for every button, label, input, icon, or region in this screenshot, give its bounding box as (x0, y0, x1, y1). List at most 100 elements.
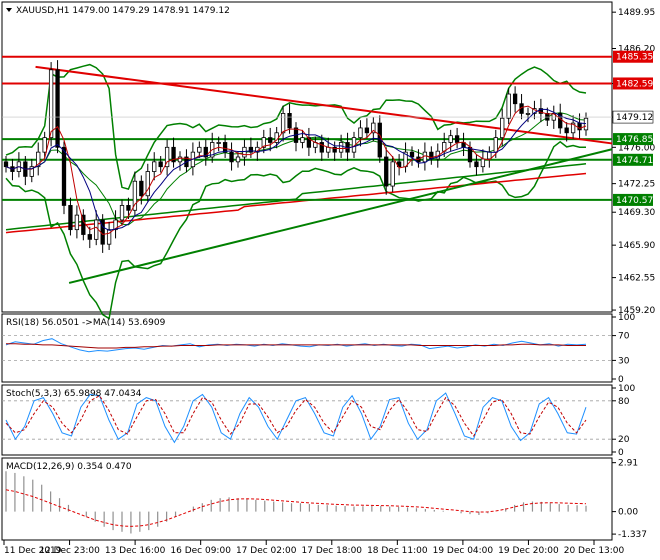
macd-tick-label: -1.337 (618, 530, 647, 540)
bollinger-upper-band (5, 63, 587, 191)
candle-bull (500, 117, 505, 139)
pane-border-3 (1, 457, 613, 541)
trendline-1 (68, 148, 613, 284)
candle-bear (384, 156, 389, 187)
candle-bull (493, 137, 498, 153)
candle-bull (106, 229, 112, 245)
candle-bear (81, 214, 86, 235)
moving-average-fast (5, 105, 587, 236)
macd-signal-line (5, 489, 587, 527)
candle-bear (222, 142, 228, 153)
candle-bear (61, 146, 67, 206)
time-tick-label: 12 Dec 23:00 (39, 546, 100, 556)
candle-bull (570, 122, 576, 134)
macd-tick-label: 0.00 (618, 508, 638, 518)
price-tick-label: 1465.90 (618, 241, 655, 251)
pane-border-1 (1, 313, 613, 383)
osc-tick-label: 0 (618, 448, 624, 458)
pane-border-2 (1, 384, 613, 456)
price-level-label-2: 1476.85 (616, 135, 653, 145)
time-tick-label: 11 Dec 2019 (4, 546, 62, 556)
chart-header: XAUUSD,H1 1479.00 1479.29 1478.91 1479.1… (16, 6, 230, 16)
candle-bull (113, 219, 118, 231)
price-tick-label: 1486.20 (618, 45, 655, 55)
osc-series-2-1 (5, 395, 587, 437)
candle-bear (287, 113, 292, 129)
trendline-0 (35, 65, 613, 145)
candle-bull (583, 117, 589, 131)
candle-bull (132, 180, 138, 211)
candle-bull (506, 93, 511, 119)
candle-bear (306, 137, 312, 148)
osc-title-2: Stoch(5,3,3) 65.9898 47.0434 (6, 389, 142, 399)
candle-bull (300, 137, 305, 143)
osc-series-2-0 (5, 392, 587, 444)
candle-bull (42, 137, 47, 153)
current-price-tag (612, 110, 654, 124)
candle-bear (158, 161, 163, 168)
osc-tick-label: 20 (618, 435, 630, 445)
price-tick-label: 1469.30 (618, 208, 655, 218)
candle-bear (55, 69, 60, 148)
price-level-tag-1 (613, 77, 653, 90)
candle-bull (358, 127, 363, 139)
candle-bear (538, 108, 544, 114)
time-tick-label: 17 Dec 02:00 (236, 546, 297, 556)
candle-bull (145, 171, 150, 197)
price-level-label-0: 1485.35 (616, 53, 653, 63)
candle-bull (119, 205, 125, 221)
time-tick-label: 16 Dec 09:00 (170, 546, 231, 556)
candle-bear (203, 146, 208, 158)
candle-bear (364, 127, 370, 134)
osc-tick-label: 100 (618, 384, 635, 394)
candle-bull (371, 122, 376, 134)
price-level-label-1: 1482.59 (616, 79, 653, 89)
candle-bull (487, 151, 492, 160)
price-tick-label: 1459.20 (618, 306, 655, 316)
candle-bear (3, 161, 9, 168)
osc-tick-label: 0 (618, 375, 624, 385)
candle-bull (390, 161, 395, 187)
moving-average-slow (5, 108, 587, 231)
price-tick-label: 1462.55 (618, 274, 655, 284)
candle-bull (36, 151, 41, 168)
candle-bear (139, 180, 144, 197)
candle-bear (171, 146, 176, 163)
macd-title: MACD(12,26,9) 0.354 0.470 (6, 462, 132, 472)
price-level-tag-4 (613, 193, 653, 206)
candle-bull (280, 113, 286, 134)
candle-bear (87, 234, 92, 240)
candle-bull (216, 142, 221, 144)
candle-bear (467, 146, 473, 163)
candle-bear (332, 146, 337, 153)
chart-menu-triangle-icon (6, 8, 12, 12)
candle-bull (235, 156, 241, 163)
macd-tick-label: 2.91 (618, 459, 638, 469)
candle-bear (512, 93, 518, 105)
price-tick-label: 1472.25 (618, 180, 655, 190)
candle-bear (248, 146, 254, 153)
candle-bull (448, 135, 453, 143)
candle-bull (152, 161, 157, 172)
osc-tick-label: 30 (618, 356, 630, 366)
candle-bull (242, 146, 247, 158)
time-tick-label: 13 Dec 16:00 (105, 546, 166, 556)
time-tick-label: 19 Dec 04:00 (433, 546, 494, 556)
pane-border-0 (1, 1, 613, 313)
candle-bear (268, 137, 273, 143)
osc-tick-label: 100 (618, 313, 635, 323)
price-level-tag-0 (613, 50, 653, 63)
osc-series-1-1 (6, 343, 586, 349)
candle-bear (409, 151, 415, 158)
osc-title-1: RSI(18) 56.0501 ->MA(14) 53.6909 (6, 318, 166, 328)
candle-bear (474, 161, 479, 168)
candle-bull (480, 158, 486, 168)
candle-bull (74, 214, 80, 231)
candle-bull (338, 142, 344, 153)
candle-bull (197, 146, 202, 153)
candle-bull (525, 113, 531, 115)
price-level-tag-2 (613, 133, 653, 146)
candle-bull (177, 156, 183, 163)
